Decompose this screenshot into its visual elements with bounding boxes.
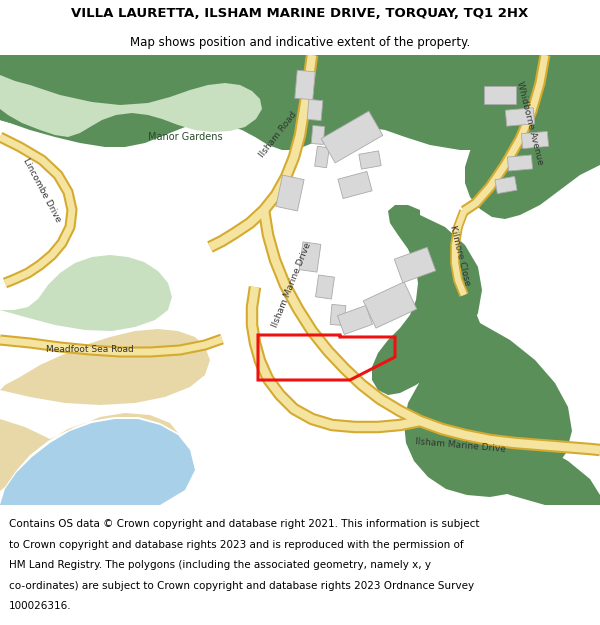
Polygon shape — [0, 57, 335, 147]
Bar — [484, 86, 516, 104]
Polygon shape — [0, 255, 172, 331]
Text: co-ordinates) are subject to Crown copyright and database rights 2023 Ordnance S: co-ordinates) are subject to Crown copyr… — [9, 581, 474, 591]
Polygon shape — [416, 305, 600, 505]
Bar — [495, 176, 517, 194]
Text: Meadfoot Sea Road: Meadfoot Sea Road — [46, 344, 134, 354]
Bar — [338, 171, 372, 199]
Bar — [521, 131, 548, 149]
Bar — [299, 242, 321, 272]
Bar — [330, 304, 346, 326]
Text: Ilsham Road: Ilsham Road — [257, 111, 299, 159]
Bar — [311, 126, 325, 144]
Text: Ilsham Marine Drive: Ilsham Marine Drive — [415, 436, 506, 454]
Bar — [394, 248, 436, 282]
Polygon shape — [316, 53, 600, 219]
Text: Kilmore Close: Kilmore Close — [448, 224, 472, 286]
Bar — [505, 107, 535, 126]
Bar — [316, 275, 334, 299]
Text: Lincombe Drive: Lincombe Drive — [22, 156, 62, 224]
Bar — [508, 155, 533, 171]
Bar — [295, 70, 315, 100]
Text: to Crown copyright and database rights 2023 and is reproduced with the permissio: to Crown copyright and database rights 2… — [9, 540, 464, 550]
Bar — [276, 175, 304, 211]
Text: HM Land Registry. The polygons (including the associated geometry, namely x, y: HM Land Registry. The polygons (includin… — [9, 560, 431, 570]
Text: Map shows position and indicative extent of the property.: Map shows position and indicative extent… — [130, 36, 470, 49]
Polygon shape — [0, 329, 210, 405]
Bar — [363, 282, 417, 328]
Polygon shape — [0, 419, 195, 505]
Polygon shape — [0, 413, 178, 491]
Bar — [337, 306, 373, 334]
Text: Whidborne Avenue: Whidborne Avenue — [515, 80, 545, 166]
Polygon shape — [0, 55, 600, 150]
Text: Manor Gardens: Manor Gardens — [148, 132, 223, 142]
Polygon shape — [404, 310, 572, 497]
Text: VILLA LAURETTA, ILSHAM MARINE DRIVE, TORQUAY, TQ1 2HX: VILLA LAURETTA, ILSHAM MARINE DRIVE, TOR… — [71, 8, 529, 20]
Text: Contains OS data © Crown copyright and database right 2021. This information is : Contains OS data © Crown copyright and d… — [9, 519, 479, 529]
Bar — [321, 111, 383, 163]
Bar — [359, 151, 381, 169]
Polygon shape — [0, 75, 262, 137]
Text: Ilsham Marine Drive: Ilsham Marine Drive — [271, 241, 313, 329]
Bar — [307, 99, 323, 121]
Bar — [314, 146, 329, 168]
Polygon shape — [372, 205, 482, 395]
Text: 100026316.: 100026316. — [9, 601, 71, 611]
